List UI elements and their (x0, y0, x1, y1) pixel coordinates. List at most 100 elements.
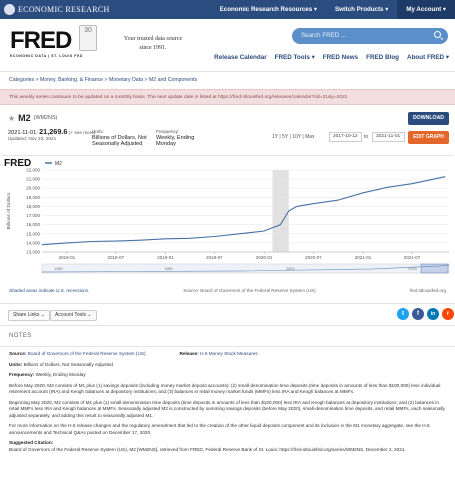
search-icon[interactable] (434, 31, 441, 38)
frequency-label: Frequency: (156, 129, 180, 134)
y-tick-label: 22,000 (26, 168, 40, 173)
navigator-track (41, 263, 450, 274)
obs-see-more[interactable]: (+ see more) (68, 130, 96, 135)
share-links-button[interactable]: Share Links ⌄ (8, 310, 50, 321)
download-button[interactable]: DOWNLOAD (408, 112, 449, 125)
observation: 2021-11-01: 21,269.6 (+ see more) Update… (8, 127, 96, 142)
tagline: Your trusted data source since 1991. (123, 36, 183, 51)
citation-text: Board of Governors of the Federal Reserv… (9, 446, 406, 452)
nav-research-resources[interactable]: Economic Research Resources ▾ (219, 6, 318, 13)
top-nav: Economic Research Resources ▾ Switch Pro… (211, 0, 455, 19)
star-icon[interactable]: ★ (8, 113, 16, 123)
navigator-line (41, 264, 450, 273)
chart-area[interactable]: FRED M2 13,000 14,000 15,000 16,000 17,000 18,0… (2, 155, 453, 286)
x-tick-label: 2021-01 (355, 255, 372, 260)
y-tick-label: 15,000 (26, 231, 40, 236)
x-tick-label: 2019-07 (206, 255, 223, 260)
nav-fred-news[interactable]: FRED News (322, 54, 359, 61)
range-selector[interactable]: 1Y | 5Y | 10Y | Max (272, 134, 315, 140)
x-tick-label: 2020-07 (305, 255, 322, 260)
m2-line-chart[interactable]: FRED M2 13,000 14,000 15,000 16,000 17,000 18,0… (2, 156, 453, 287)
nav-fred-blog[interactable]: FRED Blog (366, 54, 400, 61)
search-placeholder: Search FRED ... (301, 32, 347, 39)
share-row: Share Links ⌄ Account Tools ⌄ t f in r (0, 303, 455, 326)
search-input[interactable]: Search FRED ... (292, 28, 448, 44)
obs-value: 21,269.6 (39, 127, 68, 136)
nav-switch-products[interactable]: Switch Products ▾ (335, 6, 389, 13)
frequency-meta: Frequency: Weekly, Ending Monday (156, 129, 198, 148)
navigator-tick-label: 1980 (164, 267, 172, 271)
top-bar: ECONOMIC RESEARCH Economic Research Reso… (0, 0, 455, 19)
x-tick-label: 2021-07 (404, 255, 421, 260)
series-header: ★ M2 (WM2NS) DOWNLOAD 2021-11-01: 21,269… (0, 109, 455, 155)
frequency-value: Weekly, Ending Monday (156, 135, 195, 148)
notes-header: NOTES (0, 326, 455, 347)
linkedin-icon[interactable]: in (427, 308, 439, 320)
x-tick-label: 2019-01 (157, 255, 174, 260)
eagle-seal-icon (4, 4, 15, 15)
nav-release-calendar[interactable]: Release Calendar (214, 54, 267, 61)
nav-fred-tools[interactable]: FRED Tools ▾ (274, 54, 315, 61)
series-name: M2 (18, 113, 31, 123)
recession-note: Shaded areas indicate U.S. recessions. (9, 288, 90, 293)
notes-paragraph-3: For more information on the H.6 release … (9, 423, 430, 435)
y-tick-label: 18,000 (26, 204, 40, 209)
nav-my-account[interactable]: My Account ▾ (397, 0, 455, 19)
account-tools-button[interactable]: Account Tools ⌄ (50, 310, 97, 321)
release-link[interactable]: H.6 Money Stock Measures (200, 351, 258, 356)
y-tick-label: 20,000 (26, 186, 40, 191)
y-tick-label: 19,000 (26, 195, 40, 200)
source-link[interactable]: Board of Governors of the Federal Reserv… (27, 351, 146, 356)
fred-logo[interactable]: FRED ECONOMIC DATA | ST. LOUIS FED (10, 27, 83, 59)
y-tick-label: 17,000 (26, 213, 40, 218)
fred-logo-word: FRED (10, 27, 72, 54)
chart-site: fred.stlouisfed.org (409, 288, 446, 293)
y-tick-label: 21,000 (26, 177, 40, 182)
x-tick-label: 2018-01 (59, 255, 76, 260)
anniversary-badge-text: 30 (84, 27, 92, 34)
notes-body: Source: Board of Governors of the Federa… (0, 347, 455, 461)
navigator-tick-label: 2020 (408, 267, 416, 271)
edit-graph-button[interactable]: EDIT GRAPH (408, 131, 449, 144)
crumb-m2-components[interactable]: M2 and Components (148, 77, 198, 83)
nav-about-fred[interactable]: About FRED ▾ (407, 54, 449, 61)
recession-band (272, 170, 289, 252)
update-notice: This weekly series continues to be updat… (0, 89, 455, 105)
chart-fred-logo: FRED (4, 158, 31, 169)
notes-citation: Suggested Citation: Board of Governors of… (9, 440, 446, 453)
legend-label: M2 (55, 161, 62, 167)
crumb-monetary-data[interactable]: Monetary Data (109, 77, 144, 83)
chart-footer: Shaded areas indicate U.S. recessions. S… (0, 286, 455, 295)
org-name: ECONOMIC RESEARCH (18, 5, 110, 14)
y-tick-label: 16,000 (26, 222, 40, 227)
notes-paragraph-1: Before May 2020, M2 consists of M1 plus … (9, 382, 441, 395)
notes-units-value: Billions of Dollars, Not Seasonally Adju… (23, 361, 113, 367)
start-date-input[interactable]: 2017-10-12 (329, 132, 362, 142)
x-tick-label: 2020-01 (256, 255, 273, 260)
stlouisfed-logo[interactable]: ECONOMIC RESEARCH (4, 4, 110, 15)
navigator-tick-label: 2000 (286, 267, 294, 271)
facebook-icon[interactable]: f (412, 308, 424, 320)
notes-freq-value: Weekly, Ending Monday (35, 372, 86, 377)
notes-frequency: Frequency: Weekly, Ending Monday (9, 372, 446, 379)
reddit-icon[interactable]: r (442, 308, 454, 320)
anniversary-badge: 30 (79, 25, 97, 51)
crumb-categories[interactable]: Categories (9, 77, 35, 83)
twitter-icon[interactable]: t (397, 308, 409, 320)
citation-label: Suggested Citation: (9, 440, 54, 445)
series-code: (WM2NS) (33, 115, 58, 121)
updated-date: Updated: Nov 23, 2021 (8, 136, 57, 142)
crumb-money-banking[interactable]: Money, Banking, & Finance (40, 77, 104, 83)
notes-paragraph-2: Beginning May 2020, M2 consists of M1 pl… (9, 399, 445, 418)
x-tick-label: 2018-07 (108, 255, 125, 260)
to-label: to (364, 134, 369, 140)
breadcrumb: Categories > Money, Banking, & Finance >… (9, 77, 198, 83)
notes-units-label: Units: (9, 361, 23, 367)
sub-nav: Release Calendar FRED Tools ▾ FRED News … (214, 54, 449, 61)
y-tick-label: 13,000 (26, 250, 40, 255)
end-date-input[interactable]: 2021-11-01 (372, 132, 405, 142)
fred-logo-sub: ECONOMIC DATA | ST. LOUIS FED (10, 54, 83, 58)
source-label: Source: (9, 351, 27, 356)
y-axis-label: Billions of Dollars (6, 192, 12, 229)
notes-units: Units: Billions of Dollars, Not Seasonal… (9, 362, 446, 369)
